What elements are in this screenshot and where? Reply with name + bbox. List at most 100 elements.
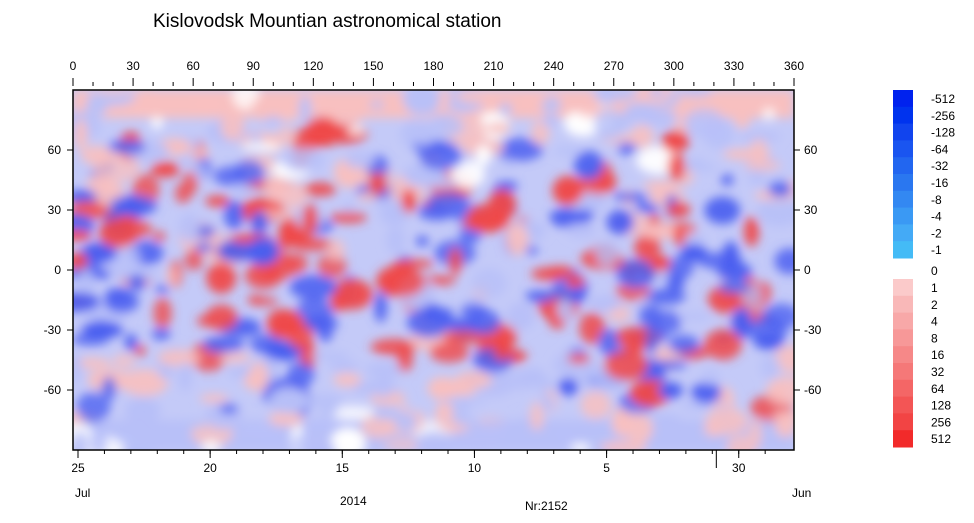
heatmap-patch (625, 413, 653, 444)
heatmap-patch (637, 109, 678, 127)
heatmap-patch (73, 292, 101, 313)
heatmap-patch (73, 357, 112, 369)
heatmap-patch (732, 97, 752, 129)
heatmap-patch (604, 350, 649, 381)
heatmap-patch (107, 139, 146, 154)
heatmap-patch (166, 266, 179, 287)
top-axis-tick-label: 360 (784, 59, 804, 73)
top-axis-tick-label: 240 (544, 59, 564, 73)
legend-label-positive: 64 (931, 382, 945, 396)
heatmap-patch (73, 230, 92, 241)
heatmap-patch (344, 150, 376, 170)
heatmap-patch (666, 256, 694, 280)
heatmap-patch (219, 404, 239, 414)
legend-swatch-negative (893, 190, 913, 209)
right-axis: 60 30 0 -30 -60 (794, 143, 822, 397)
heatmap-patch (233, 159, 266, 185)
heatmap-patch (202, 336, 245, 354)
heatmap-patch (423, 275, 457, 286)
heatmap-patch (371, 408, 404, 420)
heatmap-patch (80, 242, 118, 264)
heatmap-patch (242, 142, 281, 152)
left-axis-tick-label: -60 (44, 383, 62, 397)
heatmap-patch (247, 237, 280, 266)
heatmap-patch (718, 279, 751, 295)
bottom-axis-tick-label: 30 (732, 461, 746, 475)
heatmap-patch (634, 202, 660, 213)
legend-swatch-negative (893, 207, 913, 225)
heatmap-patch (617, 142, 637, 155)
heatmap-patch (757, 196, 794, 227)
heatmap-patch (379, 203, 410, 226)
heatmap-patch (525, 96, 546, 106)
heatmap-patch (124, 397, 161, 424)
heatmap-patch (704, 329, 742, 361)
heatmap-patch (677, 162, 720, 173)
top-axis-tick-label: 90 (247, 59, 261, 73)
legend-label-positive: 4 (931, 315, 938, 329)
legend-label-positive: 8 (931, 331, 938, 345)
heatmap-patch (117, 424, 137, 434)
top-axis-tick-label: 210 (484, 59, 504, 73)
legend-swatch-negative (893, 174, 913, 192)
right-axis-tick-label: 60 (804, 143, 818, 157)
heatmap-patch (540, 395, 554, 412)
heatmap-patch (205, 304, 238, 331)
heatmap-patch (329, 361, 360, 372)
heatmap-patch (700, 368, 720, 385)
heatmap-patch (566, 275, 585, 289)
heatmap-patch (744, 159, 781, 172)
heatmap-patch (566, 223, 597, 239)
legend-label-zero: 0 (931, 264, 938, 278)
heatmap-patch (329, 212, 367, 223)
heatmap-patch (493, 331, 512, 361)
heatmap-patch (570, 443, 591, 450)
heatmap-patch (768, 181, 792, 198)
heatmap-patch (469, 309, 501, 335)
heatmap-patch (407, 307, 450, 338)
heatmap-patch (330, 427, 366, 450)
heatmap-patch (184, 249, 204, 271)
heatmap-patch (642, 180, 680, 192)
heatmap-patch (364, 362, 406, 378)
heatmap-patch (677, 311, 712, 322)
heatmap-patch (357, 190, 377, 202)
heatmap-patch (486, 122, 511, 134)
heatmap-patch (134, 345, 146, 357)
heatmap-patch (649, 90, 664, 98)
heatmap-patch (278, 182, 307, 209)
legend-swatch-positive (893, 396, 913, 414)
heatmap-patch (260, 433, 285, 448)
heatmap-patch (330, 278, 373, 310)
heatmap-patch (289, 274, 338, 300)
heatmap-patch (268, 411, 305, 426)
heatmap-patch (445, 101, 484, 111)
heatmap-patch (748, 420, 762, 448)
heatmap-patch (122, 438, 155, 450)
bottom-axis-tick-label: 20 (203, 461, 217, 475)
left-axis-tick-label: 30 (48, 203, 62, 217)
legend-label-positive: 1 (931, 281, 938, 295)
heatmap-patch (630, 124, 654, 149)
heatmap-patch (672, 224, 687, 247)
heatmap-patch (391, 259, 435, 268)
legend-swatch-negative (893, 241, 913, 259)
heatmap-patch (290, 237, 332, 252)
heatmap-patch (450, 160, 485, 188)
left-axis-tick-label: 0 (54, 263, 61, 277)
heatmap-patch (498, 102, 513, 117)
heatmap-patch (488, 189, 517, 221)
left-axis-tick-label: 60 (48, 143, 62, 157)
heatmap-patch (93, 153, 141, 183)
heatmap-patch (192, 94, 222, 113)
heatmap-patch (594, 239, 619, 266)
legend-swatch-positive (893, 379, 913, 398)
heatmap-patch (749, 138, 768, 163)
heatmap-patch (157, 349, 200, 367)
heatmap-patch (579, 312, 606, 345)
legend-label-negative: -64 (931, 142, 949, 156)
heatmap-patch (128, 274, 145, 291)
heatmap-patch (666, 201, 691, 218)
heatmap-patch (199, 394, 229, 403)
